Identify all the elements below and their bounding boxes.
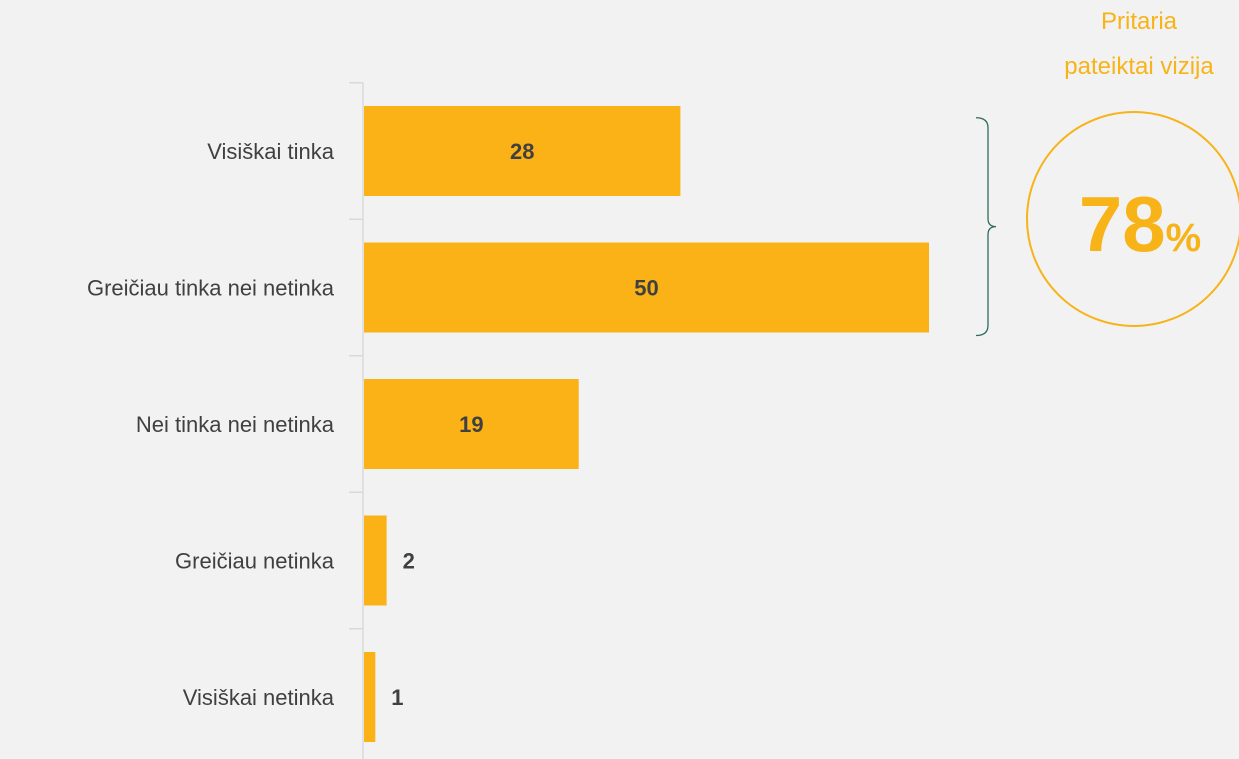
category-label: Greičiau tinka nei netinka bbox=[87, 276, 335, 301]
bar bbox=[364, 379, 579, 469]
bar bbox=[364, 652, 376, 742]
data-label: 50 bbox=[634, 276, 658, 301]
agreement-bracket bbox=[975, 117, 997, 337]
data-labels: 28 50 19 2 1 bbox=[391, 139, 658, 710]
callout-title-line2: pateiktai vizija bbox=[1064, 53, 1214, 80]
bar bbox=[364, 515, 387, 606]
bar bbox=[364, 242, 929, 333]
callout-value-number: 78 bbox=[1079, 180, 1166, 268]
bars-group bbox=[364, 106, 929, 742]
category-labels: Visiškai tinka Greičiau tinka nei netinka… bbox=[87, 139, 335, 710]
callout-value-unit: % bbox=[1166, 216, 1202, 260]
data-label: 2 bbox=[403, 549, 415, 574]
callout-value: 78% bbox=[1079, 180, 1201, 268]
category-label: Greičiau netinka bbox=[175, 549, 335, 574]
category-label: Visiškai netinka bbox=[183, 685, 335, 710]
data-label: 28 bbox=[510, 139, 534, 164]
data-label: 1 bbox=[391, 685, 403, 710]
category-label: Nei tinka nei netinka bbox=[136, 412, 335, 437]
callout-title-line1: Pritaria bbox=[1101, 8, 1178, 35]
callout-circle bbox=[1026, 111, 1239, 327]
bar bbox=[364, 106, 681, 196]
category-label: Visiškai tinka bbox=[207, 139, 335, 164]
category-axis bbox=[349, 82, 364, 759]
data-label: 19 bbox=[459, 412, 483, 437]
